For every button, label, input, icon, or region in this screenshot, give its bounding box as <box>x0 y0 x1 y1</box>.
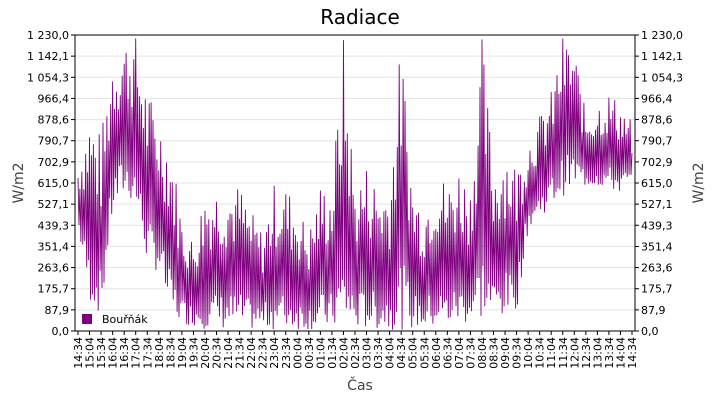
x-tick-label: 15:34 <box>95 337 108 369</box>
x-tick-label: 14:04 <box>614 337 627 369</box>
x-tick-label: 07:34 <box>464 337 477 369</box>
x-tick-label: 18:04 <box>153 337 166 369</box>
x-tick-label: 17:34 <box>141 337 154 369</box>
x-tick-label: 19:34 <box>187 337 200 369</box>
x-tick-label: 01:34 <box>326 337 339 369</box>
legend: Bouřňák <box>82 313 148 326</box>
x-tick-label: 06:04 <box>430 337 443 369</box>
x-tick-label: 19:04 <box>176 337 189 369</box>
chart-title: Radiace <box>320 5 400 29</box>
y-tick-label-left: 790,7 <box>38 135 70 148</box>
series-bourňák <box>77 38 633 330</box>
y-tick-label-right: 351,4 <box>641 240 673 253</box>
x-tick-label: 20:04 <box>199 337 212 369</box>
y-tick-label-right: 1 230,0 <box>641 29 683 42</box>
y-tick-label-left: 263,6 <box>38 262 70 275</box>
y-tick-label-right: 1 142,1 <box>641 50 683 63</box>
y-tick-label-right: 966,4 <box>641 92 673 105</box>
y-tick-label-right: 263,6 <box>641 262 673 275</box>
y-axis-right: 0,0 87,9 175,7 263,6 351,4 439,3 527,1 615,0 702… <box>635 29 683 338</box>
y-tick-label-right: 439,3 <box>641 219 673 232</box>
y-tick-label-right: 0,0 <box>641 325 659 338</box>
x-tick-label: 07:04 <box>453 337 466 369</box>
x-tick-label: 10:04 <box>522 337 535 369</box>
y-tick-label-right: 702,9 <box>641 156 673 169</box>
x-tick-label: 00:04 <box>291 337 304 369</box>
x-tick-label: 20:34 <box>211 337 224 369</box>
x-tick-label: 21:34 <box>234 337 247 369</box>
y-tick-label-right: 87,9 <box>641 304 666 317</box>
y-tick-label-left: 0,0 <box>52 325 70 338</box>
y-tick-label-right: 615,0 <box>641 177 673 190</box>
x-tick-label: 12:34 <box>580 337 593 369</box>
x-tick-label: 22:34 <box>257 337 270 369</box>
x-tick-label: 04:34 <box>395 337 408 369</box>
y-tick-label-left: 1 054,3 <box>27 71 69 84</box>
y-tick-label-right: 790,7 <box>641 135 673 148</box>
x-tick-label: 02:34 <box>349 337 362 369</box>
x-tick-label: 14:34 <box>626 337 639 369</box>
x-tick-label: 09:34 <box>511 337 524 369</box>
y-tick-label-left: 615,0 <box>38 177 70 190</box>
x-tick-label: 03:04 <box>361 337 374 369</box>
x-axis-label: Čas <box>347 376 373 394</box>
legend-label: Bouřňák <box>102 313 148 326</box>
x-tick-label: 01:04 <box>314 337 327 369</box>
y-tick-label-left: 351,4 <box>38 240 70 253</box>
x-tick-label: 11:04 <box>545 337 558 369</box>
x-tick-label: 23:34 <box>280 337 293 369</box>
x-tick-label: 06:34 <box>441 337 454 369</box>
x-tick-label: 21:04 <box>222 337 235 369</box>
y-tick-label-right: 878,6 <box>641 114 673 127</box>
x-tick-label: 04:04 <box>384 337 397 369</box>
x-tick-label: 13:34 <box>603 337 616 369</box>
x-tick-label: 13:04 <box>591 337 604 369</box>
y-tick-label-left: 1 142,1 <box>27 50 69 63</box>
y-tick-label-left: 527,1 <box>38 198 70 211</box>
y-tick-label-left: 87,9 <box>45 304 70 317</box>
x-tick-label: 00:34 <box>303 337 316 369</box>
x-tick-label: 22:04 <box>245 337 258 369</box>
x-tick-label: 05:34 <box>418 337 431 369</box>
y-tick-label-left: 175,7 <box>38 283 70 296</box>
x-tick-label: 02:04 <box>337 337 350 369</box>
y-axis-left: 0,0 87,9 175,7 263,6 351,4 439,3 527,1 615,0 702… <box>27 29 75 338</box>
y-tick-label-left: 702,9 <box>38 156 70 169</box>
series-line <box>77 38 633 330</box>
y-tick-label-left: 878,6 <box>38 114 70 127</box>
y-tick-label-left: 1 230,0 <box>27 29 69 42</box>
x-tick-label: 03:34 <box>372 337 385 369</box>
x-tick-label: 08:04 <box>476 337 489 369</box>
y-axis-label-left: W/m2 <box>11 162 27 203</box>
x-tick-label: 16:34 <box>118 337 131 369</box>
x-tick-label: 05:04 <box>407 337 420 369</box>
x-tick-label: 15:04 <box>84 337 97 369</box>
x-tick-label: 16:04 <box>107 337 120 369</box>
y-tick-label-right: 1 054,3 <box>641 71 683 84</box>
x-tick-label: 17:04 <box>130 337 143 369</box>
y-tick-label-left: 966,4 <box>38 92 70 105</box>
y-tick-label-right: 527,1 <box>641 198 673 211</box>
y-tick-label-left: 439,3 <box>38 219 70 232</box>
x-tick-label: 10:34 <box>534 337 547 369</box>
y-axis-label-right: W/m2 <box>691 162 707 203</box>
x-tick-label: 09:04 <box>499 337 512 369</box>
x-tick-label: 18:34 <box>164 337 177 369</box>
x-axis: 14:3415:0415:3416:0416:3417:0417:3418:04… <box>72 331 639 369</box>
x-tick-label: 23:04 <box>268 337 281 369</box>
x-tick-label: 11:34 <box>557 337 570 369</box>
x-tick-label: 12:04 <box>568 337 581 369</box>
x-tick-label: 14:34 <box>72 337 85 369</box>
x-tick-label: 08:34 <box>488 337 501 369</box>
y-tick-label-right: 175,7 <box>641 283 673 296</box>
legend-swatch <box>82 314 92 324</box>
